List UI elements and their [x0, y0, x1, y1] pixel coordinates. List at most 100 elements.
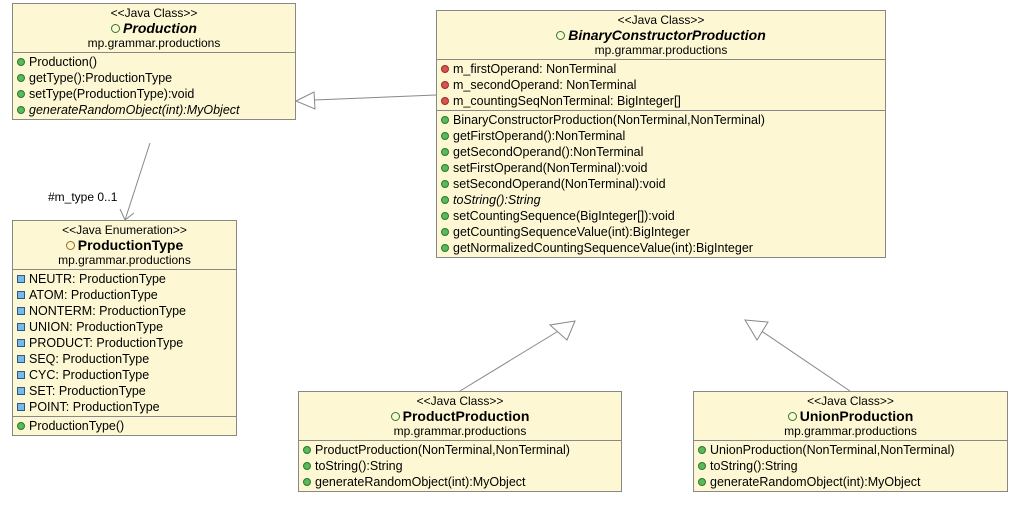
member-text: setFirstOperand(NonTerminal):void: [453, 160, 648, 176]
constructor-icon: [441, 164, 449, 172]
member: setFirstOperand(NonTerminal):void: [441, 160, 881, 176]
constructor-icon: [441, 196, 449, 204]
static-field-icon: [17, 339, 25, 347]
member: m_secondOperand: NonTerminal: [441, 77, 881, 93]
member-text: Production(): [29, 54, 97, 70]
stereotype: <<Java Class>>: [21, 6, 287, 20]
member-text: getNormalizedCountingSequenceValue(int):…: [453, 240, 753, 256]
constructor-icon: [698, 462, 706, 470]
member-text: setType(ProductionType):void: [29, 86, 194, 102]
member: toString():String: [441, 192, 881, 208]
member-text: generateRandomObject(int):MyObject: [315, 474, 526, 490]
constructor-icon: [17, 106, 25, 114]
member: UnionProduction(NonTerminal,NonTerminal): [698, 442, 1003, 458]
constructor-icon: [441, 244, 449, 252]
static-field-icon: [17, 355, 25, 363]
member: ATOM: ProductionType: [17, 287, 232, 303]
constructor-icon: [17, 422, 25, 430]
member: ProductionType(): [17, 418, 232, 434]
member-text: NEUTR: ProductionType: [29, 271, 166, 287]
constructor-icon: [303, 478, 311, 486]
member: toString():String: [698, 458, 1003, 474]
association-label: #m_type 0..1: [48, 190, 117, 204]
package-label: mp.grammar.productions: [307, 424, 613, 438]
member-text: BinaryConstructorProduction(NonTerminal,…: [453, 112, 765, 128]
member: getNormalizedCountingSequenceValue(int):…: [441, 240, 881, 256]
member: getSecondOperand():NonTerminal: [441, 144, 881, 160]
stereotype: <<Java Class>>: [702, 394, 999, 408]
field-icon: [441, 65, 449, 73]
member: setSecondOperand(NonTerminal):void: [441, 176, 881, 192]
static-field-icon: [17, 307, 25, 315]
constructor-icon: [441, 148, 449, 156]
member-text: m_secondOperand: NonTerminal: [453, 77, 636, 93]
member: ProductProduction(NonTerminal,NonTermina…: [303, 442, 617, 458]
member-text: UnionProduction(NonTerminal,NonTerminal): [710, 442, 955, 458]
constructor-icon: [698, 478, 706, 486]
class-title: ProductProduction: [307, 408, 613, 424]
constructor-icon: [441, 228, 449, 236]
constructor-icon: [698, 446, 706, 454]
member-text: m_firstOperand: NonTerminal: [453, 61, 616, 77]
member: getCountingSequenceValue(int):BigInteger: [441, 224, 881, 240]
class-productproduction: <<Java Class>> ProductProduction mp.gram…: [298, 391, 622, 492]
member-text: toString():String: [453, 192, 541, 208]
member-text: ProductionType(): [29, 418, 124, 434]
static-field-icon: [17, 387, 25, 395]
member: NONTERM: ProductionType: [17, 303, 232, 319]
class-title: Production: [21, 20, 287, 36]
static-field-icon: [17, 291, 25, 299]
member-text: POINT: ProductionType: [29, 399, 160, 415]
member: SEQ: ProductionType: [17, 351, 232, 367]
member: generateRandomObject(int):MyObject: [303, 474, 617, 490]
member-text: PRODUCT: ProductionType: [29, 335, 183, 351]
static-field-icon: [17, 275, 25, 283]
stereotype: <<Java Class>>: [307, 394, 613, 408]
member-text: SEQ: ProductionType: [29, 351, 149, 367]
member-text: CYC: ProductionType: [29, 367, 149, 383]
member: Production(): [17, 54, 291, 70]
member-text: toString():String: [315, 458, 403, 474]
constructor-icon: [303, 462, 311, 470]
member: NEUTR: ProductionType: [17, 271, 232, 287]
field-icon: [441, 97, 449, 105]
static-field-icon: [17, 403, 25, 411]
constructor-icon: [17, 58, 25, 66]
member: m_countingSeqNonTerminal: BigInteger[]: [441, 93, 881, 109]
class-binaryconstructorproduction: <<Java Class>> BinaryConstructorProducti…: [436, 10, 886, 258]
package-label: mp.grammar.productions: [702, 424, 999, 438]
class-title: UnionProduction: [702, 408, 999, 424]
constructor-icon: [17, 74, 25, 82]
enum-productiontype: <<Java Enumeration>> ProductionType mp.g…: [12, 220, 237, 436]
member: BinaryConstructorProduction(NonTerminal,…: [441, 112, 881, 128]
member-text: getSecondOperand():NonTerminal: [453, 144, 643, 160]
constructor-icon: [303, 446, 311, 454]
constructor-icon: [441, 212, 449, 220]
class-title: BinaryConstructorProduction: [445, 27, 877, 43]
class-unionproduction: <<Java Class>> UnionProduction mp.gramma…: [693, 391, 1008, 492]
member: setType(ProductionType):void: [17, 86, 291, 102]
class-production: <<Java Class>> Production mp.grammar.pro…: [12, 3, 296, 120]
constructor-icon: [441, 132, 449, 140]
member-text: generateRandomObject(int):MyObject: [710, 474, 921, 490]
member-text: ProductProduction(NonTerminal,NonTermina…: [315, 442, 570, 458]
static-field-icon: [17, 371, 25, 379]
constructor-icon: [441, 180, 449, 188]
stereotype: <<Java Class>>: [445, 13, 877, 27]
member-text: setCountingSequence(BigInteger[]):void: [453, 208, 675, 224]
member: POINT: ProductionType: [17, 399, 232, 415]
member-text: SET: ProductionType: [29, 383, 146, 399]
member-text: getType():ProductionType: [29, 70, 172, 86]
class-title: ProductionType: [21, 237, 228, 253]
member: SET: ProductionType: [17, 383, 232, 399]
stereotype: <<Java Enumeration>>: [21, 223, 228, 237]
member-text: UNION: ProductionType: [29, 319, 163, 335]
member-text: getCountingSequenceValue(int):BigInteger: [453, 224, 690, 240]
member: setCountingSequence(BigInteger[]):void: [441, 208, 881, 224]
member-text: generateRandomObject(int):MyObject: [29, 102, 240, 118]
member-text: getFirstOperand():NonTerminal: [453, 128, 625, 144]
member: toString():String: [303, 458, 617, 474]
member: m_firstOperand: NonTerminal: [441, 61, 881, 77]
field-icon: [441, 81, 449, 89]
member: UNION: ProductionType: [17, 319, 232, 335]
